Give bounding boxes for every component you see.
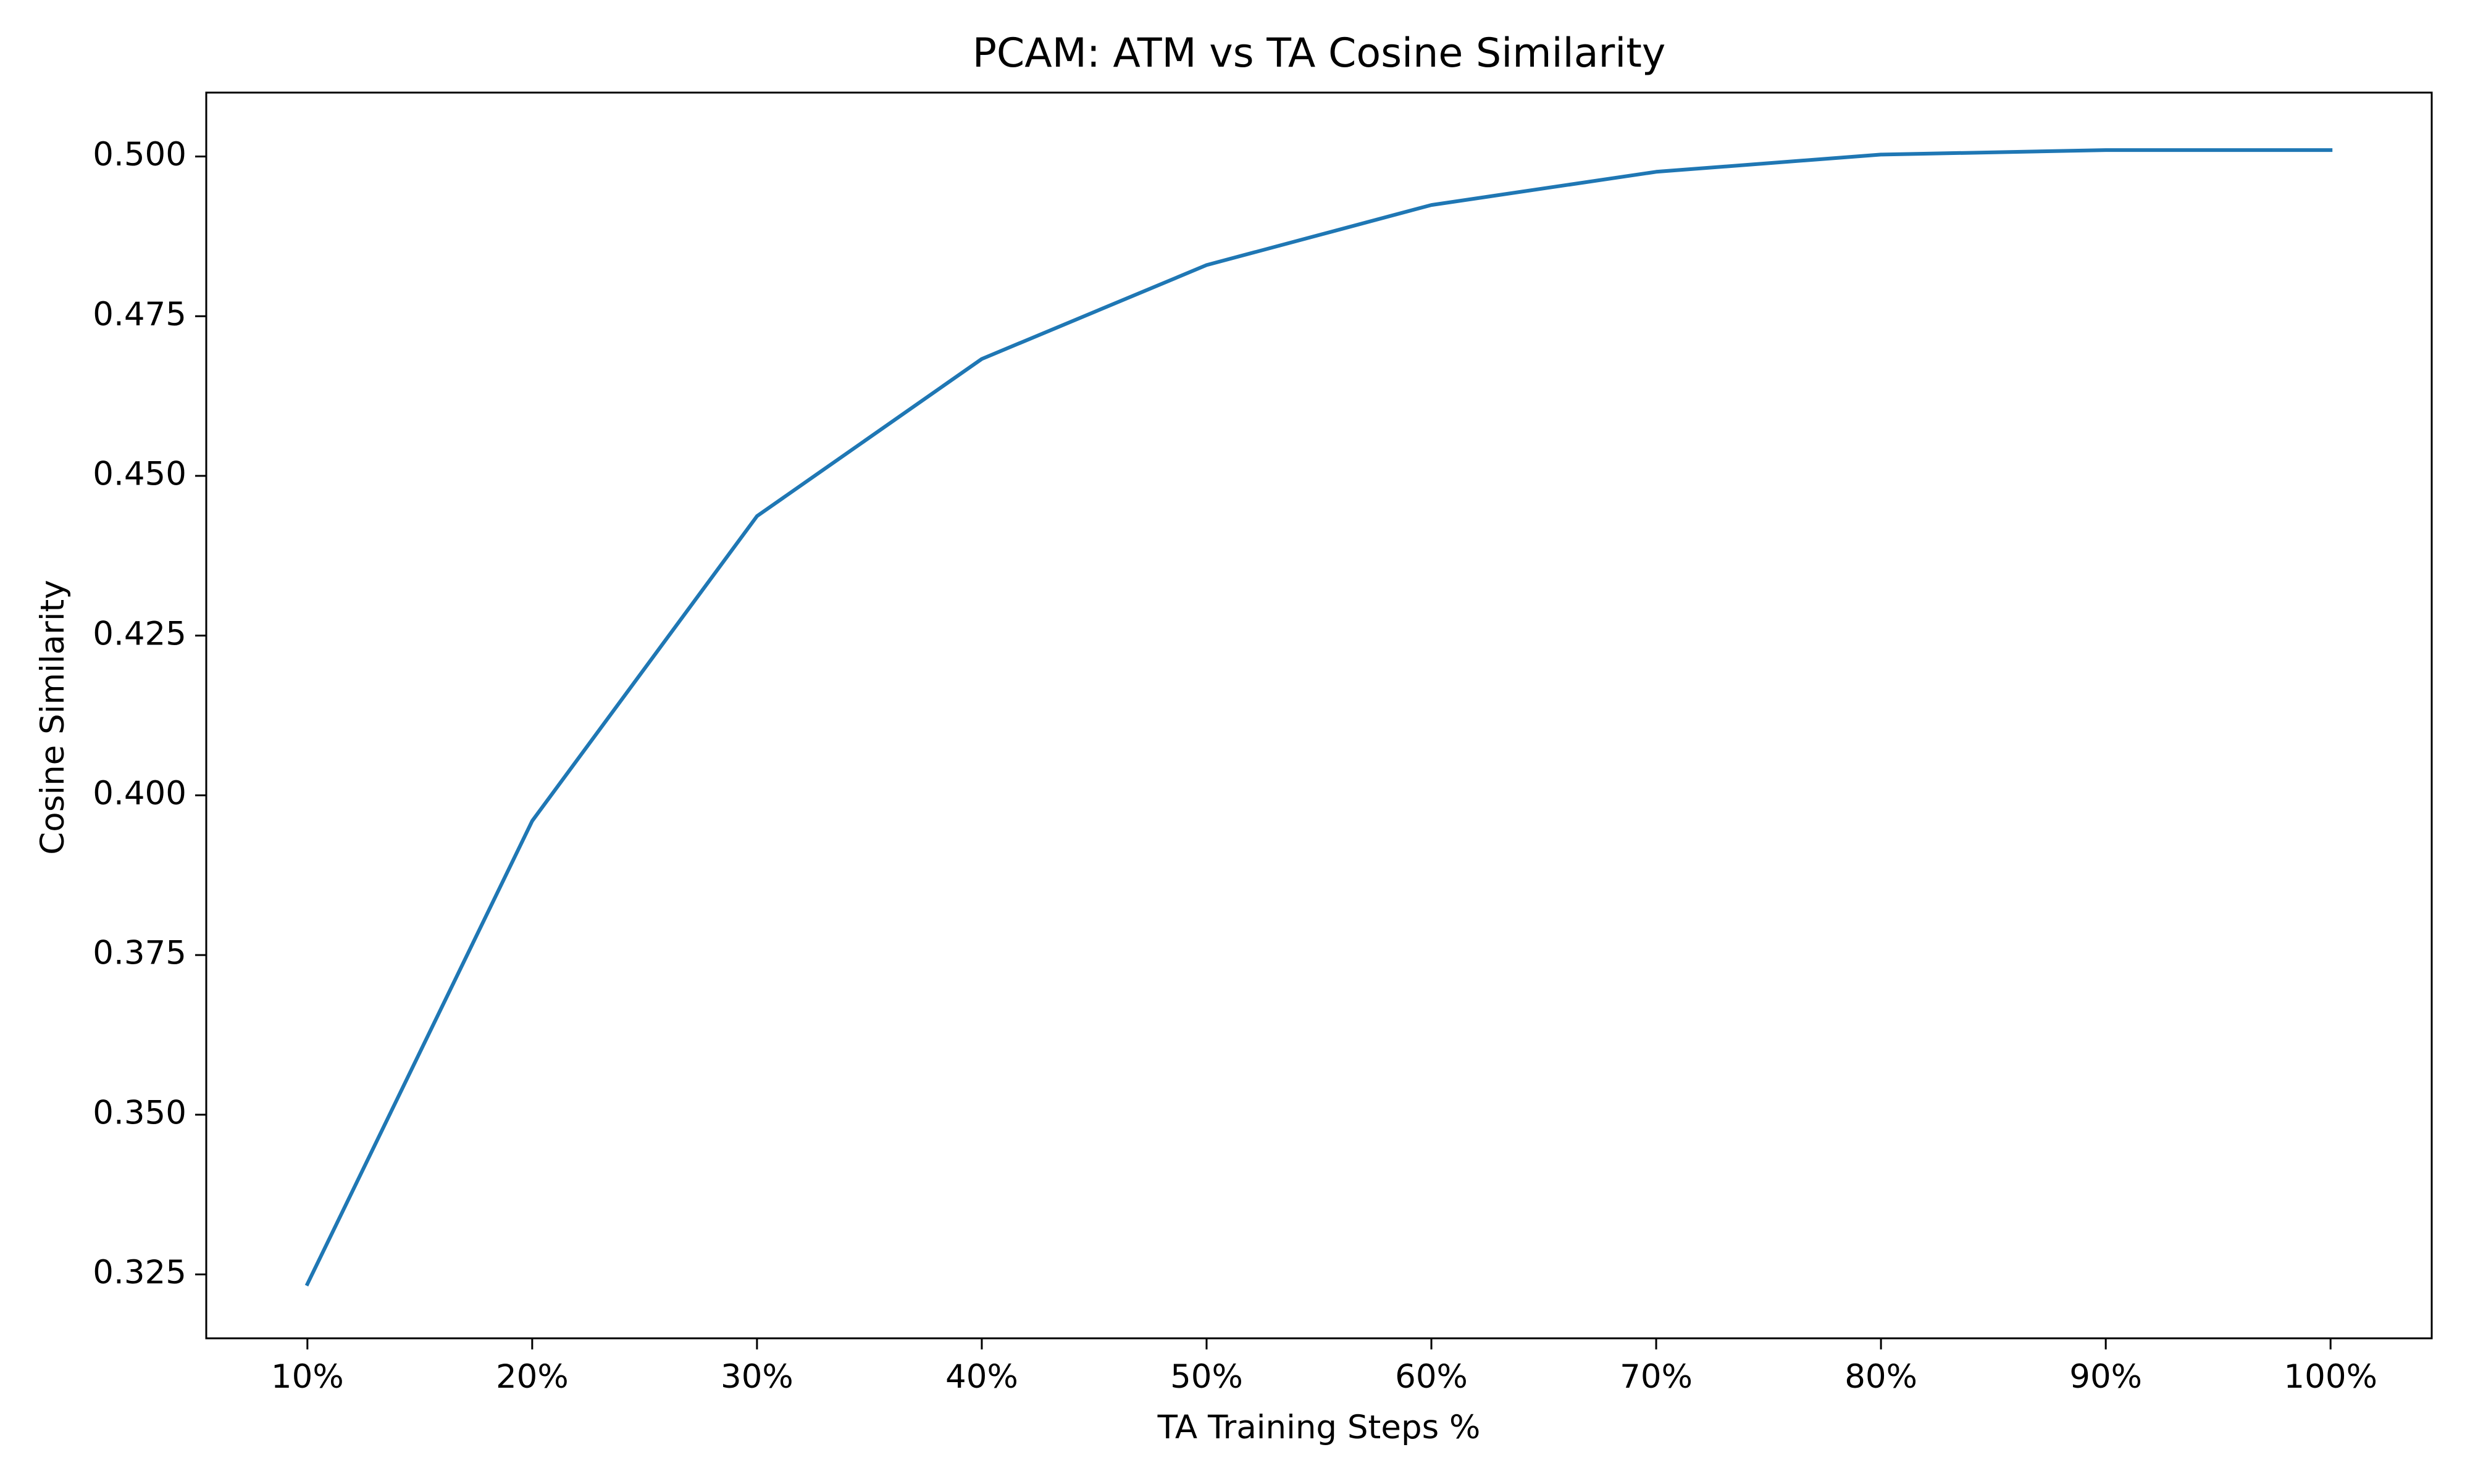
y-axis-label: Cosine Similarity [34, 580, 72, 854]
x-tick-label: 80% [1844, 1358, 1917, 1396]
x-tick-label: 40% [945, 1358, 1018, 1396]
series-line [304, 148, 2333, 1287]
x-tick-label: 10% [271, 1358, 344, 1396]
chart-title: PCAM: ATM vs TA Cosine Similarity [973, 30, 1666, 77]
x-tick-label: 60% [1395, 1358, 1468, 1396]
y-tick-label: 0.450 [93, 456, 186, 493]
x-tick-label: 30% [721, 1358, 793, 1396]
x-tick-label: 20% [496, 1358, 569, 1396]
x-tick-label: 90% [2069, 1358, 2142, 1396]
plot-area-frame [205, 91, 2433, 1340]
y-tick-label: 0.475 [93, 296, 186, 333]
x-tick-label: 70% [1620, 1358, 1693, 1396]
y-tick-label: 0.425 [93, 615, 186, 652]
x-tick-label: 50% [1170, 1358, 1243, 1396]
y-tick-label: 0.400 [93, 775, 186, 812]
y-tick-label: 0.500 [93, 136, 186, 173]
y-tick-label: 0.350 [93, 1094, 186, 1132]
chart-marks: 0.325 0.350 0.375 0.400 0.425 0.450 0.475 0.500… [93, 91, 2433, 1396]
y-tick-label: 0.375 [93, 935, 186, 972]
x-tick-label: 100% [2284, 1358, 2377, 1396]
y-tick-label: 0.325 [93, 1254, 186, 1291]
x-axis-label: TA Training Steps % [1157, 1409, 1481, 1446]
